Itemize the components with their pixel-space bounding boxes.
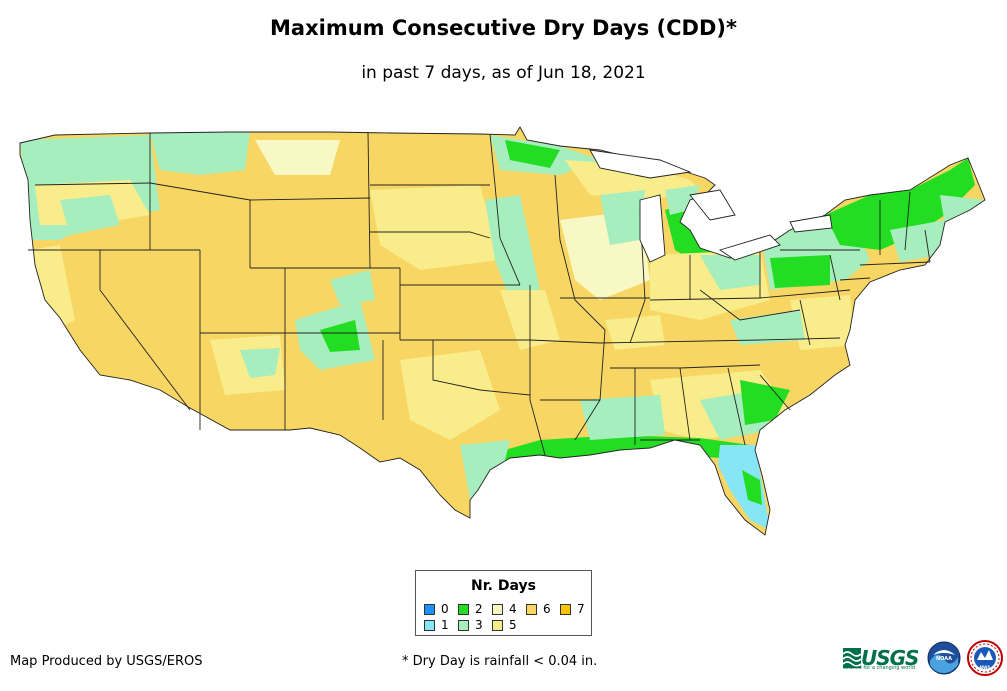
legend-swatch-2 xyxy=(458,603,469,615)
legend-swatch-0 xyxy=(424,603,435,615)
legend-swatch-6 xyxy=(526,603,537,615)
legend-label-5: 5 xyxy=(509,617,517,632)
legend-item-1: 1 xyxy=(424,618,449,632)
legend-label-0: 0 xyxy=(441,601,449,616)
legend-swatch-7 xyxy=(560,603,571,615)
legend-swatch-4 xyxy=(492,603,503,615)
usgs-tagline: science for a changing world xyxy=(843,665,915,671)
agency-logos: USGS science for a changing world NOAA N… xyxy=(843,637,1003,679)
map-subtitle: in past 7 days, as of Jun 18, 2021 xyxy=(361,63,646,83)
usgs-wordmark: USGS xyxy=(861,646,919,670)
usgs-logo: USGS xyxy=(843,645,919,671)
legend-label-7: 7 xyxy=(577,601,585,616)
legend-item-4: 4 xyxy=(492,602,517,616)
legend-swatch-3 xyxy=(458,619,469,631)
noaa-logo-icon: NOAA xyxy=(927,641,961,675)
legend-label-4: 4 xyxy=(509,601,517,616)
map-credit: Map Produced by USGS/EROS xyxy=(10,654,203,669)
legend-swatch-1 xyxy=(424,619,435,631)
legend-item-7: 7 xyxy=(560,602,585,616)
legend-item-0: 0 xyxy=(424,602,449,616)
legend-item-6: 6 xyxy=(526,602,551,616)
usgs-wave-icon xyxy=(843,648,861,668)
map-legend: Nr. Days 0 1 2 3 4 5 6 7 xyxy=(415,570,592,636)
legend-label-6: 6 xyxy=(543,601,551,616)
nws-text: NWS xyxy=(980,665,991,670)
legend-label-1: 1 xyxy=(441,617,449,632)
noaa-text: NOAA xyxy=(936,656,952,662)
legend-title: Nr. Days xyxy=(471,578,536,594)
legend-item-3: 3 xyxy=(458,618,483,632)
nws-logo-icon: NWS xyxy=(967,640,1003,676)
legend-label-2: 2 xyxy=(475,601,483,616)
legend-item-2: 2 xyxy=(458,602,483,616)
map-title: Maximum Consecutive Dry Days (CDD)* xyxy=(270,16,737,40)
legend-item-5: 5 xyxy=(492,618,517,632)
legend-label-3: 3 xyxy=(475,617,483,632)
legend-swatch-5 xyxy=(492,619,503,631)
dry-day-footnote: * Dry Day is rainfall < 0.04 in. xyxy=(402,654,598,669)
